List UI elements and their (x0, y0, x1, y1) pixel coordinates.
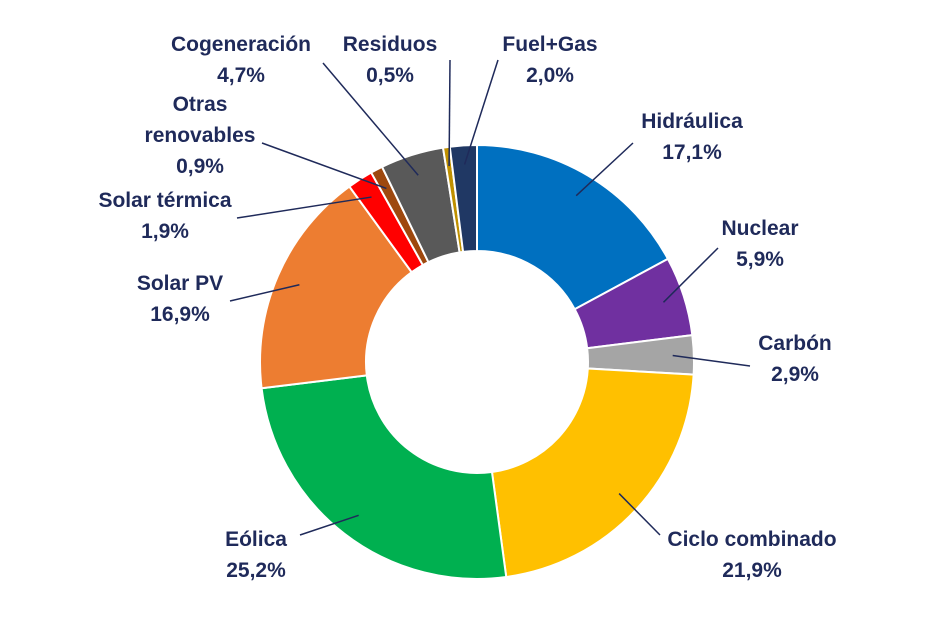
leader-line-eolica (299, 514, 359, 536)
slice-value-hidraulica: 17,1% (662, 141, 722, 164)
slice-name-eolica: Eólica (225, 528, 287, 551)
slice-name-nuclear: Nuclear (721, 217, 798, 240)
slice-name-solar-termica: Solar térmica (98, 189, 231, 212)
slice-name-ciclo-combinado: Ciclo combinado (667, 528, 836, 551)
slice-name-solar-pv: Solar PV (137, 272, 223, 295)
slice-eolica (260, 374, 508, 580)
slice-fuel-gas (448, 143, 478, 253)
slice-name-cogeneracion: Cogeneración (171, 33, 311, 56)
slice-value-solar-termica: 1,9% (141, 220, 189, 243)
slice-value-fuel-gas: 2,0% (526, 64, 574, 87)
leader-line-solar-pv (229, 283, 300, 302)
leader-lines (229, 59, 751, 536)
slice-solar-pv (259, 185, 414, 390)
slice-value-solar-pv: 16,9% (150, 303, 210, 326)
slice-value-otras-renovables: 0,9% (176, 155, 224, 178)
slice-ciclo-combinado (490, 367, 695, 579)
slice-labels: Hidráulica 17,1% Nuclear 5,9% Carbón 2,9% Cicl… (98, 33, 836, 582)
slice-value-nuclear: 5,9% (736, 248, 784, 271)
leader-line-cogeneracion (322, 62, 419, 176)
leader-line-otras-renovables (261, 142, 387, 190)
slice-name-otras-renovables: Otras renovables (145, 93, 256, 147)
slice-value-cogeneracion: 4,7% (217, 64, 265, 87)
slice-name-hidraulica: Hidráulica (641, 110, 743, 133)
slice-value-carbon: 2,9% (771, 363, 819, 386)
leader-line-solar-termica (236, 196, 372, 219)
slice-name-residuos: Residuos (343, 33, 438, 56)
slice-name-carbon: Carbón (758, 332, 832, 355)
leader-line-fuel-gas (463, 59, 499, 165)
leader-line-nuclear (662, 247, 719, 303)
slice-name-fuel-gas: Fuel+Gas (502, 33, 597, 56)
leader-line-hidraulica (575, 142, 634, 197)
leader-line-residuos (448, 59, 451, 167)
slice-value-ciclo-combinado: 21,9% (722, 559, 782, 582)
leader-line-ciclo-combinado (618, 493, 661, 536)
slice-value-residuos: 0,5% (366, 64, 414, 87)
leader-line-carbon (672, 354, 751, 367)
slice-value-eolica: 25,2% (226, 559, 286, 582)
slice-hidraulica (476, 143, 670, 311)
donut-slices (259, 143, 695, 580)
